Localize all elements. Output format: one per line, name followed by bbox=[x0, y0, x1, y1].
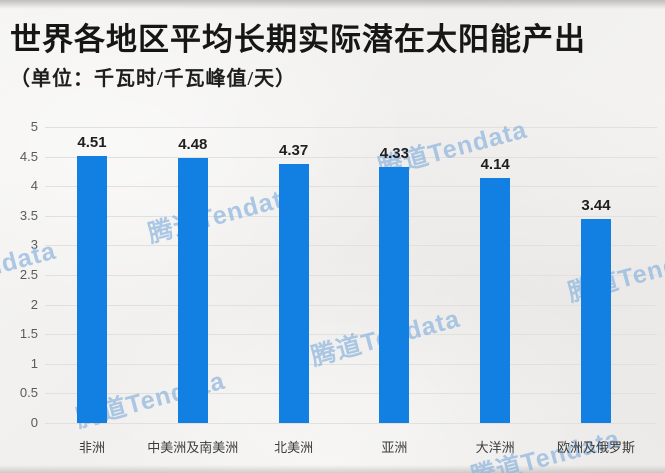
bar-亚洲 bbox=[379, 166, 410, 423]
bar-value-label: 4.33 bbox=[379, 144, 409, 162]
gridline-y2 bbox=[45, 304, 657, 306]
bar-中美洲及南美洲 bbox=[177, 157, 208, 423]
y-axis-tick-label: 1 bbox=[30, 355, 38, 371]
x-axis-category-label: 中美洲及南美洲 bbox=[147, 440, 239, 455]
gridline-y0 bbox=[45, 423, 657, 424]
y-axis-tick-label: 0.5 bbox=[19, 385, 38, 401]
x-axis-category-label: 欧洲及俄罗斯 bbox=[556, 440, 635, 455]
y-axis-tick-label: 2.5 bbox=[19, 267, 38, 282]
bar-非洲 bbox=[77, 156, 107, 423]
y-axis-tick-label: 1.5 bbox=[19, 326, 38, 342]
y-axis-tick-label: 5 bbox=[30, 119, 38, 134]
bar-value-label: 3.44 bbox=[581, 197, 611, 215]
y-axis-tick-label: 4 bbox=[30, 178, 38, 194]
bar-value-label: 4.51 bbox=[77, 134, 107, 151]
y-axis-tick-label: 0 bbox=[30, 415, 38, 430]
bar-欧洲及俄罗斯 bbox=[581, 219, 611, 423]
gridline-y2.5 bbox=[45, 275, 657, 276]
bar-value-label: 4.14 bbox=[480, 155, 510, 173]
gridline-y3 bbox=[45, 245, 657, 247]
gridline-y4.5 bbox=[45, 156, 657, 158]
gridline-y0.5 bbox=[45, 393, 657, 395]
gridline-y5 bbox=[45, 127, 657, 128]
y-axis-tick-label: 2 bbox=[30, 296, 38, 312]
x-axis-category-label: 北美洲 bbox=[274, 440, 314, 455]
bar-大洋洲 bbox=[480, 177, 511, 423]
bar-value-label: 4.37 bbox=[278, 142, 309, 160]
x-axis-category-label: 非洲 bbox=[78, 440, 105, 455]
x-axis-category-label: 亚洲 bbox=[381, 440, 408, 455]
chart-subtitle: （单位：千瓦时/千瓦峰值/天） bbox=[10, 68, 297, 90]
bar-北美洲 bbox=[278, 164, 309, 423]
gridline-y1.5 bbox=[45, 334, 657, 336]
x-axis-category-label: 大洋洲 bbox=[475, 440, 515, 455]
y-axis-tick-label: 4.5 bbox=[19, 148, 38, 164]
y-axis-tick-label: 3.5 bbox=[19, 207, 38, 223]
gridline-y4 bbox=[45, 186, 657, 188]
y-axis-tick-label: 3 bbox=[30, 237, 38, 253]
chart-title: 世界各地区平均长期实际潜在太阳能产出 bbox=[10, 22, 586, 57]
gridline-y1 bbox=[45, 363, 657, 365]
gridline-y3.5 bbox=[45, 215, 657, 217]
bar-value-label: 4.48 bbox=[178, 135, 208, 153]
